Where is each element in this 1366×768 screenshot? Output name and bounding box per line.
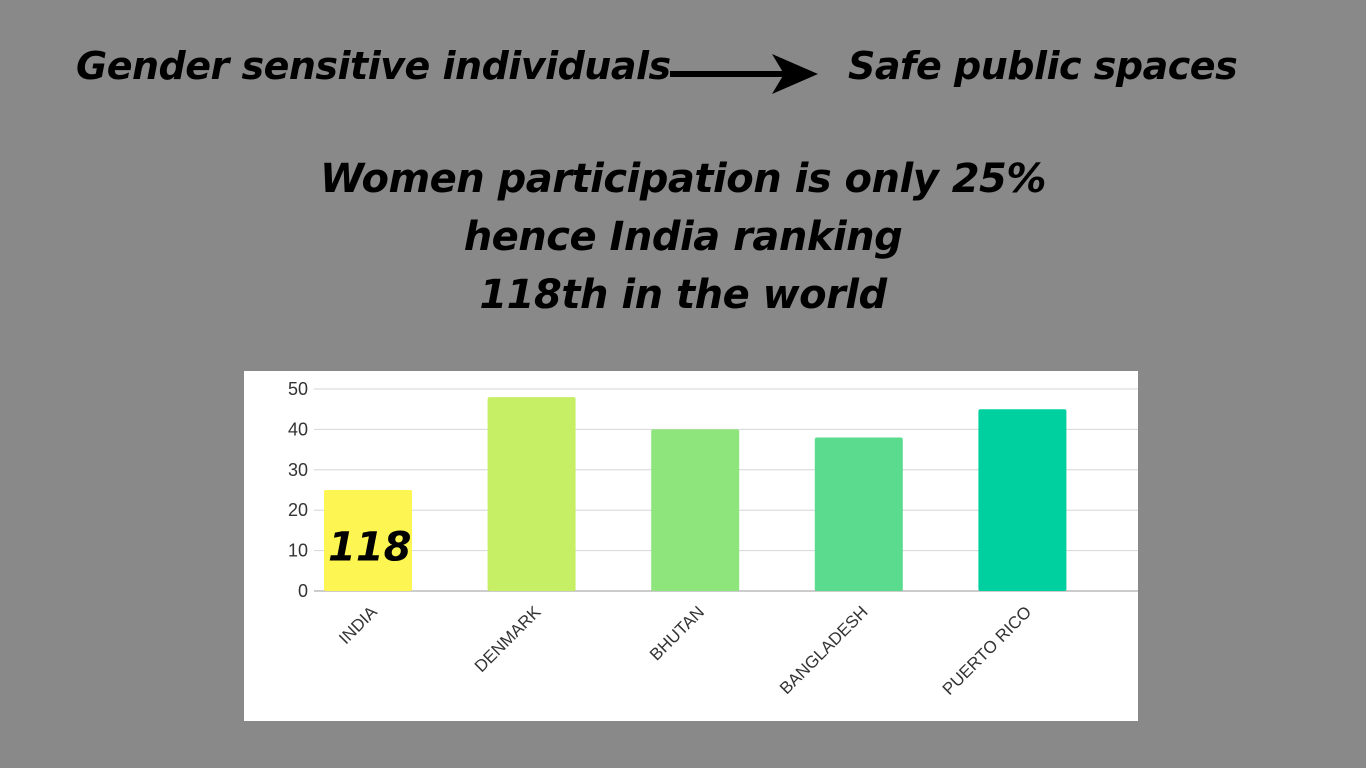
y-axis-ticks: 0 10 20 30 40 50 xyxy=(288,379,308,601)
headline-right-text: Safe public spaces xyxy=(848,44,1238,88)
bars xyxy=(324,397,1067,591)
bar-bhutan xyxy=(651,429,740,591)
statement-line-3: 118th in the world xyxy=(479,272,887,318)
bar-bangladesh xyxy=(814,437,903,591)
x-tick-label: DENMARK xyxy=(471,602,545,676)
bar-puerto-rico xyxy=(978,409,1067,591)
x-tick-label: PUERTO RICO xyxy=(939,602,1035,698)
statement-line-1: Women participation is only 25% xyxy=(320,156,1046,202)
bar-denmark xyxy=(487,397,576,591)
chart-panel: 0 10 20 30 40 50 INDIA DENMARK BHUTAN BANGLADESH… xyxy=(244,371,1138,721)
statement-line-2: hence India ranking xyxy=(463,214,903,260)
annotations: 118 xyxy=(328,525,412,571)
y-tick-label: 40 xyxy=(288,419,308,439)
y-tick-label: 0 xyxy=(298,581,308,601)
y-tick-label: 20 xyxy=(288,500,308,520)
headline-left-text: Gender sensitive individuals xyxy=(76,44,671,88)
x-tick-label: BHUTAN xyxy=(646,602,708,664)
bar-annotation: 118 xyxy=(328,525,412,571)
bar-india xyxy=(324,490,412,591)
statement: Women participation is only 25% hence In… xyxy=(0,150,1366,324)
right-arrow-icon xyxy=(670,54,818,94)
y-tick-label: 50 xyxy=(288,379,308,399)
x-tick-label: INDIA xyxy=(335,602,381,648)
x-tick-label: BANGLADESH xyxy=(776,602,872,698)
y-tick-label: 30 xyxy=(288,460,308,480)
y-tick-label: 10 xyxy=(288,541,308,561)
headline: Gender sensitive individuals Safe public… xyxy=(0,44,1366,100)
x-axis-ticks: INDIA DENMARK BHUTAN BANGLADESH PUERTO RICO xyxy=(335,602,1035,699)
bar-chart: 0 10 20 30 40 50 INDIA DENMARK BHUTAN BANGLADESH… xyxy=(288,379,1138,699)
